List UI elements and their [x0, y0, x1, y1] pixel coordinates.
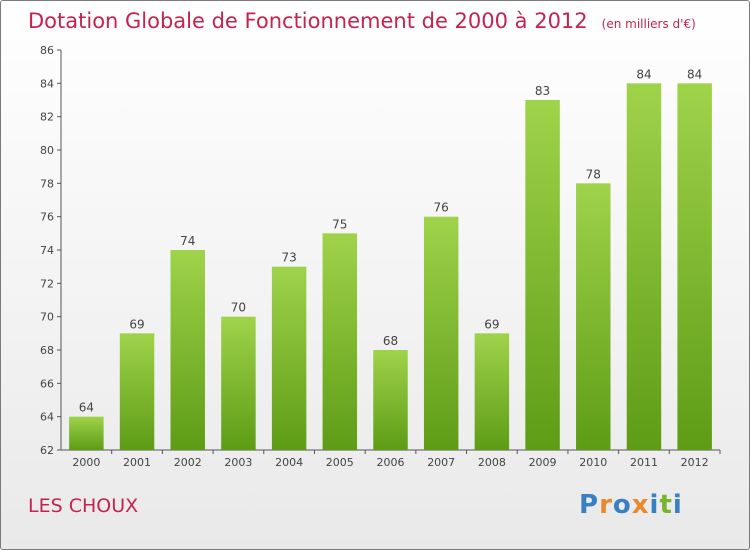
x-tick-label: 2004 [275, 456, 303, 469]
bar [576, 183, 611, 451]
bar-value-label: 75 [332, 217, 347, 231]
x-tick-label: 2000 [72, 456, 100, 469]
bar [271, 266, 307, 450]
commune-name: LES CHOUX [28, 495, 139, 517]
x-tick-label: 2006 [377, 456, 405, 469]
proxiti-logo: Proxiti [579, 490, 683, 520]
bars: 64 69 74 70 73 75 68 76 69 83 78 84 84 [69, 67, 712, 451]
bar-value-label: 73 [281, 251, 296, 265]
logo-letter: o [612, 490, 632, 520]
y-tick-label: 78 [40, 177, 54, 190]
bar [69, 416, 104, 450]
x-tick-label: 2005 [326, 456, 354, 469]
y-tick-label: 84 [40, 77, 54, 90]
logo-letter: x [631, 490, 650, 520]
bar [170, 250, 205, 450]
x-tick-label: 2002 [174, 456, 202, 469]
logo-letter: P [579, 490, 600, 520]
x-tick-label: 2001 [123, 456, 151, 469]
y-tick-label: 76 [40, 211, 54, 224]
bar-value-label: 84 [687, 67, 702, 81]
y-tick-label: 62 [40, 444, 54, 457]
bar [525, 100, 560, 450]
bar-value-label: 69 [129, 317, 144, 331]
logo-letter: r [599, 490, 613, 520]
y-tick-label: 70 [40, 311, 54, 324]
bar [119, 333, 155, 450]
y-tick-label: 66 [40, 377, 54, 390]
bar-value-label: 78 [586, 167, 601, 181]
y-tick-label: 72 [40, 277, 54, 290]
bar-value-label: 68 [383, 334, 398, 348]
x-tick-label: 2003 [224, 456, 252, 469]
bar [221, 316, 256, 450]
bar [322, 233, 358, 450]
bar-value-label: 83 [535, 84, 550, 98]
y-tick-label: 68 [40, 344, 54, 357]
x-tick-label: 2011 [630, 456, 658, 469]
bar [677, 83, 712, 450]
x-tick-label: 2012 [681, 456, 709, 469]
chart-title: Dotation Globale de Fonctionnement de 20… [28, 9, 696, 33]
y-tick-label: 74 [40, 244, 54, 257]
bar [423, 216, 459, 450]
logo-letter: i [649, 490, 660, 520]
bar [474, 333, 510, 450]
y-tick-label: 80 [40, 144, 54, 157]
x-tick-label: 2010 [579, 456, 607, 469]
x-tick-label: 2007 [427, 456, 455, 469]
bar [626, 83, 662, 450]
bar-value-label: 74 [180, 234, 195, 248]
x-tick-label: 2009 [529, 456, 557, 469]
bar-value-label: 64 [79, 401, 94, 415]
y-tick-label: 86 [40, 44, 54, 57]
y-tick-label: 82 [40, 111, 54, 124]
bar [373, 350, 408, 450]
y-tick-label: 64 [40, 411, 54, 424]
bar-value-label: 70 [231, 301, 246, 315]
x-tick-label: 2008 [478, 456, 506, 469]
title-text: Dotation Globale de Fonctionnement de 20… [28, 9, 588, 33]
unit-label: (en milliers d'€) [601, 17, 696, 31]
bar-value-label: 69 [484, 317, 499, 331]
logo-letter: i [672, 490, 683, 520]
bar-value-label: 76 [434, 201, 449, 215]
bar-value-label: 84 [636, 67, 651, 81]
logo-letter: t [659, 490, 673, 520]
